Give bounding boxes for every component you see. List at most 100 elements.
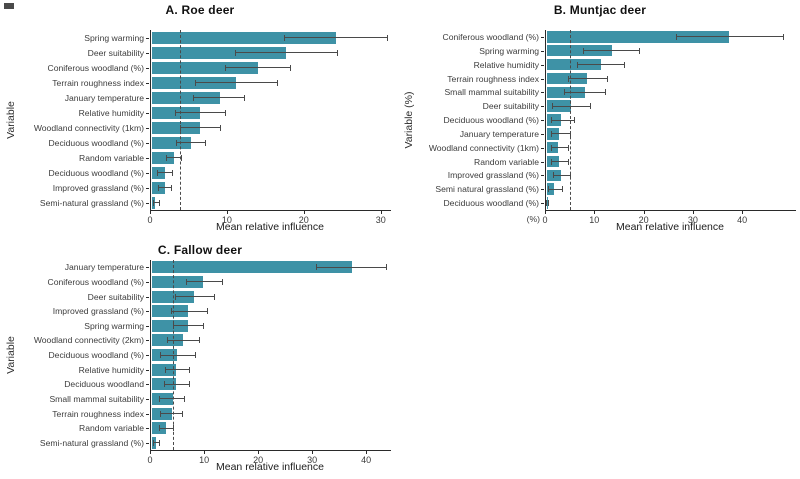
error-bar-cap xyxy=(337,49,339,56)
category-label: Terrain roughness index xyxy=(52,77,144,88)
category-label: Small mammal suitability xyxy=(49,393,144,404)
error-bar-cap xyxy=(607,75,609,82)
y-axis-title: Variable xyxy=(5,101,17,139)
y-axis-tick xyxy=(541,161,544,163)
x-tick-label: 20 xyxy=(253,455,264,465)
error-bar-cap xyxy=(181,410,183,417)
error-bar-cap xyxy=(214,293,216,300)
error-bar xyxy=(552,105,591,107)
y-axis-tick xyxy=(146,325,149,327)
y-axis-tick xyxy=(146,112,149,114)
error-bar-cap xyxy=(576,61,578,68)
category-label: Improved grassland (%) xyxy=(52,306,144,317)
error-bar xyxy=(175,296,215,297)
error-bar-cap xyxy=(386,264,388,271)
corner-mark xyxy=(4,3,14,9)
y-axis-tick xyxy=(146,267,149,269)
x-tick-label: 30 xyxy=(375,215,386,225)
y-axis-tick xyxy=(146,142,149,144)
category-label: Random variable xyxy=(474,156,539,167)
error-bar-cap xyxy=(290,64,292,71)
threshold-dashed-line xyxy=(172,260,174,450)
x-axis-title: Mean relative influence xyxy=(216,461,324,473)
x-axis-tick xyxy=(150,211,151,214)
y-axis-tick xyxy=(146,172,149,174)
error-bar-cap xyxy=(204,139,206,146)
bar-relative-humidity xyxy=(151,363,177,376)
bar-deer-suitability xyxy=(151,46,287,59)
category-label: Deciduous woodland (%) xyxy=(443,115,539,125)
category-label: Improved grassland (%) xyxy=(447,170,539,181)
x-axis-title: Mean relative influence xyxy=(616,221,724,233)
category-label: Spring warming xyxy=(84,32,144,43)
category-label: Woodland connectivity (1km) xyxy=(428,142,539,153)
x-tick-label: 40 xyxy=(361,455,372,465)
y-axis-tick xyxy=(146,127,149,129)
error-bar-cap xyxy=(164,381,165,388)
error-bar-cap xyxy=(195,352,197,358)
category-label: Woodland connectivity (1km) xyxy=(33,122,144,133)
bar-coniferous-woodland- xyxy=(151,61,258,74)
error-bar-cap xyxy=(157,169,159,176)
x-tick-label: 30 xyxy=(307,455,318,465)
error-bar-cap xyxy=(552,172,554,179)
error-bar xyxy=(157,187,171,188)
x-tick-label: 20 xyxy=(298,215,309,225)
x-axis-tick xyxy=(380,211,382,214)
category-label: Spring warming xyxy=(84,320,144,331)
error-bar-cap xyxy=(573,117,575,123)
error-bar xyxy=(551,161,569,162)
y-axis-tick xyxy=(541,78,544,80)
category-label: Small mammal suitability xyxy=(444,87,539,98)
error-bar xyxy=(316,266,387,268)
y-axis-tick xyxy=(146,369,149,371)
y-axis-title: Variable xyxy=(5,336,17,374)
error-bar-cap xyxy=(552,103,554,110)
error-bar xyxy=(167,339,199,341)
bar-spring-warming xyxy=(151,319,189,332)
bar-terrain-roughness-index xyxy=(151,76,237,89)
error-bar-cap xyxy=(173,425,175,432)
error-bar-cap xyxy=(174,109,176,116)
error-bar-cap xyxy=(159,352,161,358)
x-tick-label: 0 xyxy=(147,215,153,225)
error-bar xyxy=(550,147,568,149)
y-axis-tick xyxy=(541,120,544,121)
error-bar xyxy=(171,310,208,312)
error-bar-cap xyxy=(171,308,172,315)
x-axis-tick xyxy=(258,451,260,454)
error-bar-cap xyxy=(220,124,222,131)
bar-january-temperature xyxy=(151,261,352,274)
x-axis-tick xyxy=(742,211,744,214)
error-bar-cap xyxy=(547,186,549,193)
panel-fallow-deer: C. Fallow deer Variable Mean relative in… xyxy=(0,240,400,479)
y-axis-tick xyxy=(541,92,544,94)
error-bar-cap xyxy=(184,395,185,402)
error-bar-cap xyxy=(181,154,182,161)
error-bar-cap xyxy=(158,425,160,432)
y-axis-tick xyxy=(146,340,149,342)
error-bar-cap xyxy=(194,79,196,86)
x-axis-tick xyxy=(226,211,228,214)
error-bar xyxy=(193,97,245,98)
y-axis-tick xyxy=(541,106,544,108)
y-axis-tick xyxy=(146,428,149,430)
error-bar-cap xyxy=(582,47,584,54)
y-axis-tick xyxy=(146,311,149,313)
error-bar xyxy=(159,354,196,356)
y-axis-tick xyxy=(146,355,149,356)
error-bar-cap xyxy=(175,293,177,300)
error-bar-cap xyxy=(316,264,318,271)
x-tick-label: 10 xyxy=(199,455,210,465)
error-bar xyxy=(234,52,338,53)
category-label: Deer suitability xyxy=(87,291,144,302)
bar-woodland-connectivity-1km- xyxy=(151,121,200,134)
error-bar-cap xyxy=(157,184,159,191)
category-label: Deciduous woodland (%) xyxy=(48,167,144,178)
error-bar xyxy=(675,36,783,38)
error-bar xyxy=(166,157,181,158)
error-bar-cap xyxy=(202,322,204,329)
category-label: Deciduous woodland (%) xyxy=(443,198,539,209)
plot-area xyxy=(150,30,391,211)
category-label: Coniferous woodland (%) xyxy=(47,276,145,287)
